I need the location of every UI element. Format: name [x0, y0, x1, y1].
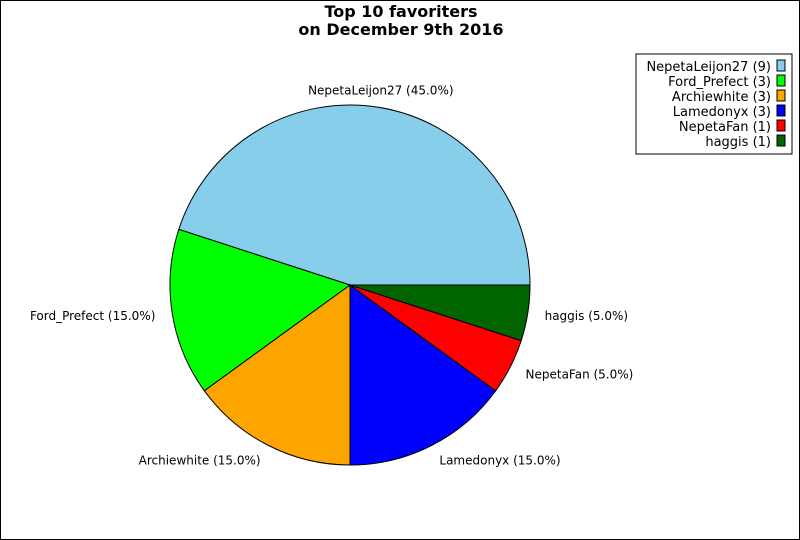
legend-box [635, 53, 793, 155]
legend-label-nepetafan: NepetaFan (1) [679, 120, 771, 135]
legend-swatch-ford-prefect [776, 74, 786, 87]
legend-label-archiewhite: Archiewhite (3) [672, 90, 771, 105]
pie-slice-ford-prefect [169, 228, 352, 392]
legend-swatch-nepetafan [776, 119, 786, 132]
legend-label-lamedonyx: Lamedonyx (3) [673, 105, 771, 120]
slice-label-archiewhite: Archiewhite (15.0%) [139, 454, 261, 468]
chart-title-line-1: Top 10 favoriters [324, 2, 477, 21]
legend-items: NepetaLeijon27 (9)Ford_Prefect (3)Archie… [646, 59, 786, 150]
legend-swatch-haggis [776, 134, 786, 147]
legend: NepetaLeijon27 (9)Ford_Prefect (3)Archie… [635, 53, 793, 155]
legend-label-nepetaleijon27: NepetaLeijon27 (9) [646, 60, 771, 75]
slice-label-nepetaleijon27: NepetaLeijon27 (45.0%) [308, 83, 453, 97]
slice-label-haggis: haggis (5.0%) [545, 309, 628, 323]
slice-labels: NepetaLeijon27 (45.0%) Ford_Prefect (15.0… [30, 83, 633, 467]
legend-label-ford-prefect: Ford_Prefect (3) [668, 75, 771, 90]
pie-slice-archiewhite [203, 284, 351, 466]
slice-label-lamedonyx: Lamedonyx (15.0%) [439, 454, 560, 468]
slice-label-nepetafan: NepetaFan (5.0%) [526, 367, 634, 381]
legend-label-haggis: haggis (1) [705, 135, 771, 150]
legend-swatch-archiewhite [776, 89, 786, 102]
pie-slice-lamedonyx [349, 284, 497, 466]
pie-slice-haggis [349, 284, 531, 342]
pie-slices [169, 104, 531, 466]
chart-title-line-2: on December 9th 2016 [298, 20, 503, 39]
legend-swatch-lamedonyx [776, 104, 786, 117]
slice-label-ford-prefect: Ford_Prefect (15.0%) [30, 309, 155, 323]
pie-slice-nepetaleijon27 [178, 104, 531, 286]
legend-swatch-nepetaleijon27 [776, 59, 786, 72]
